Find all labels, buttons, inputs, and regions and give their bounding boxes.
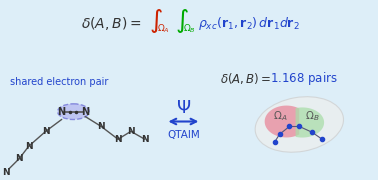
Text: QTAIM: QTAIM xyxy=(167,130,200,140)
Ellipse shape xyxy=(255,97,344,152)
Text: N: N xyxy=(127,127,135,136)
Text: N: N xyxy=(81,107,89,117)
PathPatch shape xyxy=(265,105,299,138)
Text: N: N xyxy=(15,154,23,163)
Text: $\Omega_A$: $\Omega_A$ xyxy=(273,110,288,123)
Text: $\Omega_B$: $\Omega_B$ xyxy=(305,110,319,123)
Text: $\int$: $\int$ xyxy=(175,7,189,35)
Text: N: N xyxy=(42,127,50,136)
Text: $\Omega_B$: $\Omega_B$ xyxy=(183,23,196,35)
Text: $\int$: $\int$ xyxy=(149,7,163,35)
Text: $1.168\ \mathrm{pairs}$: $1.168\ \mathrm{pairs}$ xyxy=(270,70,337,87)
Text: N: N xyxy=(25,142,33,151)
Text: N: N xyxy=(57,107,66,117)
Text: N: N xyxy=(141,135,149,144)
Text: $\Psi$: $\Psi$ xyxy=(176,99,191,117)
Text: $\rho_{xc}(\mathbf{r}_1, \mathbf{r}_2)\, d\mathbf{r}_1 d\mathbf{r}_2$: $\rho_{xc}(\mathbf{r}_1, \mathbf{r}_2)\,… xyxy=(198,15,300,32)
Text: $\delta(A, B) =$: $\delta(A, B) =$ xyxy=(81,15,142,32)
PathPatch shape xyxy=(296,107,324,138)
Ellipse shape xyxy=(57,104,89,120)
Text: N: N xyxy=(2,168,10,177)
Text: N: N xyxy=(114,135,122,144)
Text: $\Omega_A$: $\Omega_A$ xyxy=(156,23,170,35)
Text: $\delta(A, B) = $: $\delta(A, B) = $ xyxy=(220,71,271,86)
Text: N: N xyxy=(98,122,105,131)
Text: shared electron pair: shared electron pair xyxy=(10,77,108,87)
